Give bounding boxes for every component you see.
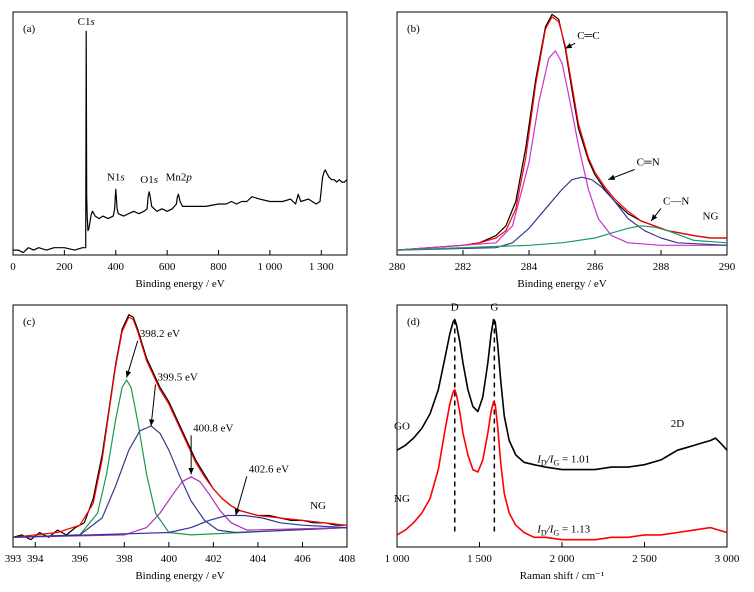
panel-d-xtick-label: 2 500 (632, 553, 657, 565)
panel-c-series-3 (13, 425, 347, 538)
panel-a-xtick-label: 400 (108, 261, 125, 273)
panel-a-xtick-label: 200 (56, 261, 73, 273)
panel-c-series-2 (13, 379, 347, 538)
panel-c: (c) 393 394 396 398 400 402 404 406 408 Binding en… (5, 304, 356, 582)
panel-d-xtick-label: 3 000 (715, 553, 740, 565)
panel-b-annotation: NG (703, 210, 719, 222)
panel-b-xtick-label: 280 (389, 261, 406, 273)
panel-c-xtick-label: 398 (116, 553, 133, 565)
panel-a-frame (12, 11, 348, 256)
panel-b-annotation: C═C (577, 30, 599, 42)
panel-c-xtick-label: 394 (27, 553, 44, 565)
panel-c-annotation: 402.6 eV (249, 463, 289, 475)
panel-c-annotation: NG (310, 500, 326, 512)
panel-a-xtick-label: 600 (159, 261, 176, 273)
panel-c-annotation: 400.8 eV (193, 422, 233, 434)
panel-a-peak-label: Mn2p (166, 172, 193, 184)
panel-b: (b) 280 282 284 286 288 290 Binding energy / eV… (389, 11, 736, 290)
panel-c-xtick-label: 400 (161, 553, 178, 565)
panel-c-xtick-label: 396 (72, 553, 89, 565)
panel-d-xlabel: Raman shift / cm⁻¹ (520, 570, 605, 582)
panel-b-series-2 (397, 50, 727, 251)
panel-c-arrowhead (188, 467, 194, 475)
panel-a: (a) 0 200 400 600 800 1 000 1 300 Binding energy… (10, 11, 348, 290)
panel-c-annotation: 399.5 eV (158, 371, 198, 383)
panel-d-annotation: D (451, 302, 459, 314)
panel-c-arrowhead (234, 508, 241, 516)
panel-d-annotation: GO (394, 420, 410, 432)
panel-b-annotation: C—N (663, 195, 689, 207)
panel-d-ratio-label: ID/IG = 1.13 (536, 523, 590, 537)
panel-b-label: (b) (407, 23, 420, 35)
panel-b-xtick-label: 286 (587, 261, 604, 273)
panel-a-peak-label: O1s (140, 174, 158, 186)
panel-a-peak-label: C1s (78, 16, 95, 28)
panel-a-label: (a) (23, 23, 36, 35)
panel-b-xtick-label: 284 (521, 261, 538, 273)
panel-d-label: (d) (407, 316, 420, 328)
panel-b-annotation: C═N (637, 157, 660, 169)
panel-c-series-1 (13, 316, 347, 538)
panel-c-label: (c) (23, 316, 36, 328)
panel-c-xtick-label: 406 (294, 553, 311, 565)
panel-b-arrowhead (565, 43, 573, 49)
panel-d-xtick-label: 2 000 (550, 553, 575, 565)
panel-a-xtick-label: 1 000 (258, 261, 283, 273)
panel-c-series-4 (13, 476, 347, 538)
panel-b-series-3 (397, 176, 727, 251)
panel-a-xlabel: Binding energy / eV (135, 278, 224, 290)
panel-d-ratio-label: ID/IG = 1.01 (536, 453, 590, 467)
panel-a-series-0 (13, 30, 347, 254)
panel-d-series-1 (397, 388, 727, 541)
panel-c-xlabel: Binding energy / eV (135, 570, 224, 582)
panel-d: (d) 1 000 1 500 2 000 2 500 3 000 Raman shift … (385, 302, 740, 582)
panel-c-xtick-label: 404 (250, 553, 267, 565)
panel-a-peak-label: N1s (107, 172, 125, 184)
panel-b-frame (396, 11, 728, 256)
panel-b-xtick-label: 282 (455, 261, 472, 273)
panel-d-xtick-label: 1 500 (467, 553, 492, 565)
panel-b-arrowhead (608, 174, 616, 180)
panel-c-annotation: 398.2 eV (140, 328, 180, 340)
panel-b-series-1 (397, 16, 727, 251)
panel-c-arrow (235, 476, 248, 516)
panel-b-arrowhead (651, 214, 658, 221)
panel-d-annotation: G (490, 302, 498, 314)
panel-d-annotation: 2D (671, 418, 685, 430)
panel-b-xlabel: Binding energy / eV (517, 278, 606, 290)
panel-c-arrowhead (125, 370, 132, 378)
panel-b-series-4 (397, 225, 727, 251)
panel-c-arrow (150, 384, 157, 427)
panel-c-xtick-label: 408 (339, 553, 356, 565)
panel-b-xtick-label: 290 (719, 261, 736, 273)
panel-b-series-0 (397, 13, 727, 251)
panel-b-xtick-label: 288 (653, 261, 670, 273)
panel-a-xtick-label: 1 300 (309, 261, 334, 273)
panel-c-series-0 (13, 314, 347, 541)
panel-c-xtick-label: 393 (5, 553, 22, 565)
panel-c-frame (12, 304, 348, 548)
panel-c-xtick-label: 402 (205, 553, 222, 565)
panel-a-xtick-label: 800 (210, 261, 227, 273)
panel-c-arrowhead (149, 419, 155, 426)
panel-d-annotation: NG (394, 493, 410, 505)
panel-a-xtick-label: 0 (10, 261, 16, 273)
panel-d-xtick-label: 1 000 (385, 553, 410, 565)
panel-d-series-0 (397, 318, 727, 471)
